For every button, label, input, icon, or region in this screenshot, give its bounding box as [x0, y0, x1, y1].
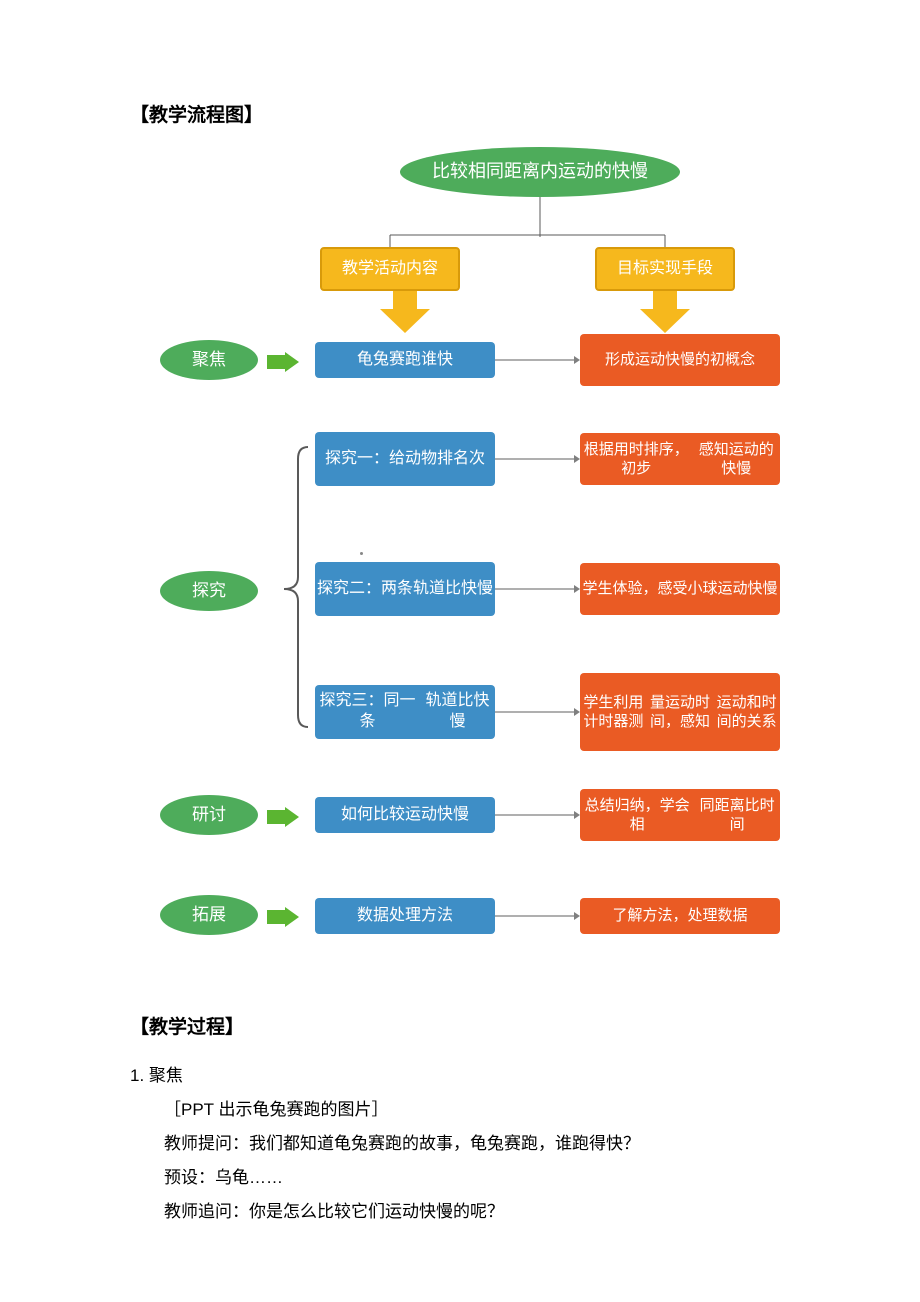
thin-arrow-icon — [495, 810, 582, 820]
stage-聚焦: 聚焦 — [160, 340, 258, 380]
activity-box: 数据处理方法 — [315, 898, 495, 934]
header-activity: 教学活动内容 — [320, 247, 460, 291]
process-heading: 1. 聚焦 — [130, 1059, 850, 1093]
yellow-down-arrow — [640, 291, 690, 335]
curly-bracket — [280, 447, 312, 729]
process-line: ［PPT 出示龟兔赛跑的图片］ — [130, 1093, 850, 1127]
goal-box: 学生体验，感受小球运动快慢 — [580, 563, 780, 615]
goal-box: 根据用时排序，初步感知运动的快慢 — [580, 433, 780, 485]
section-title-flowchart: 【教学流程图】 — [130, 100, 850, 127]
header-goal: 目标实现手段 — [595, 247, 735, 291]
teaching-flowchart: 比较相同距离内运动的快慢教学活动内容 目标实现手段 聚焦探究研讨拓展 龟兔赛跑谁快 形… — [150, 147, 830, 962]
goal-box: 了解方法，处理数据 — [580, 898, 780, 934]
thin-arrow-icon — [495, 584, 582, 594]
green-arrow-icon — [267, 907, 307, 927]
yellow-down-arrow — [380, 291, 430, 335]
top-title-ellipse: 比较相同距离内运动的快慢 — [400, 147, 680, 197]
goal-box: 学生利用计时器测量运动时间，感知运动和时间的关系 — [580, 673, 780, 751]
thin-arrow-icon — [495, 355, 582, 365]
process-line: 教师追问：你是怎么比较它们运动快慢的呢？ — [130, 1195, 850, 1229]
stage-探究: 探究 — [160, 571, 258, 611]
green-arrow-icon — [267, 352, 307, 372]
activity-box: 如何比较运动快慢 — [315, 797, 495, 833]
goal-box: 总结归纳，学会相同距离比时间 — [580, 789, 780, 841]
goal-box: 形成运动快慢的初概念 — [580, 334, 780, 386]
activity-box: 龟兔赛跑谁快 — [315, 342, 495, 378]
activity-box: 探究一：给动物排名次 — [315, 432, 495, 486]
thin-arrow-icon — [495, 911, 582, 921]
section-title-process: 【教学过程】 — [130, 1012, 850, 1039]
thin-arrow-icon — [495, 707, 582, 717]
activity-box: 探究二：两条轨道比快慢 — [315, 562, 495, 616]
stage-拓展: 拓展 — [160, 895, 258, 935]
process-line: 预设：乌龟…… — [130, 1161, 850, 1195]
thin-arrow-icon — [495, 454, 582, 464]
process-line: 教师提问：我们都知道龟兔赛跑的故事，龟兔赛跑，谁跑得快？ — [130, 1127, 850, 1161]
stage-研讨: 研讨 — [160, 795, 258, 835]
activity-box: 探究三：同一条轨道比快慢 — [315, 685, 495, 739]
connector-line — [539, 197, 541, 239]
green-arrow-icon — [267, 807, 307, 827]
decorative-dot — [360, 552, 363, 555]
